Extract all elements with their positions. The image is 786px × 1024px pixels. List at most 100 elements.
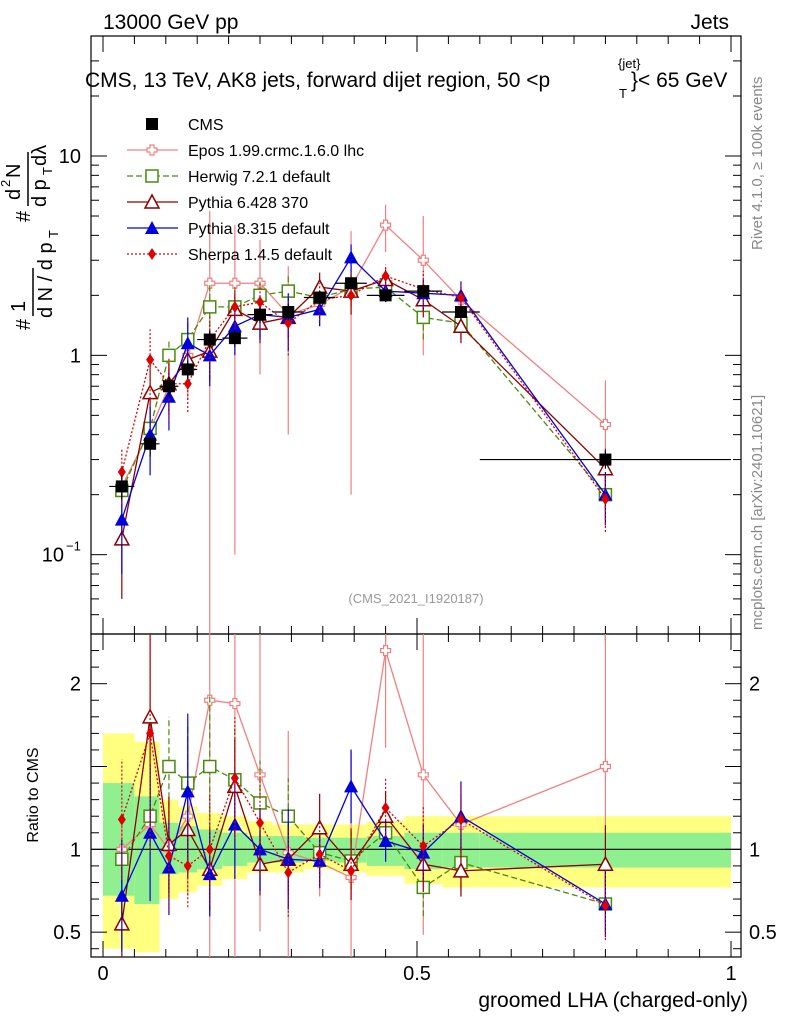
series-line bbox=[121, 256, 606, 520]
ratio-point bbox=[284, 866, 293, 879]
series-herwig bbox=[115, 274, 613, 520]
data-point bbox=[380, 219, 392, 231]
data-point bbox=[381, 270, 390, 283]
ratio-series bbox=[113, 634, 614, 957]
ratio-point bbox=[164, 849, 173, 862]
ratio-point bbox=[183, 859, 192, 872]
mcplots-side-label: mcplots.cern.ch [arXiv:2401.10621] bbox=[749, 395, 766, 630]
data-point bbox=[344, 250, 359, 264]
data-point bbox=[203, 333, 216, 346]
ratio-point bbox=[417, 769, 429, 781]
series-line bbox=[121, 224, 606, 487]
svg-text:#: # bbox=[13, 210, 35, 222]
ratio-point bbox=[347, 864, 356, 877]
svg-text:d: d bbox=[3, 189, 25, 200]
ratio-point bbox=[312, 853, 327, 867]
ratio-point bbox=[601, 899, 610, 912]
svg-text:d p: d p bbox=[29, 179, 51, 207]
series-pythia bbox=[114, 244, 613, 574]
data-point bbox=[183, 377, 192, 390]
data-point bbox=[146, 353, 155, 366]
data-point bbox=[417, 285, 430, 298]
data-point bbox=[180, 336, 195, 350]
series-line bbox=[121, 275, 606, 500]
data-point bbox=[347, 289, 356, 302]
data-point bbox=[162, 348, 176, 363]
ratio-y-tick-label-right: 1 bbox=[749, 839, 760, 861]
ratio-axes: 0 0.5 1 0.5 0.5 1 1 2 2 bbox=[53, 633, 777, 985]
plot-title-superscript: {jet} bbox=[618, 56, 641, 71]
data-point bbox=[312, 302, 327, 316]
green-band-bin bbox=[103, 783, 135, 896]
ratio-series-sherpa bbox=[117, 634, 610, 941]
data-point bbox=[202, 348, 217, 362]
svg-text:T: T bbox=[46, 230, 61, 238]
ratio-y-tick-label: 1 bbox=[70, 839, 81, 861]
series-line bbox=[121, 286, 606, 496]
ratio-frame bbox=[90, 633, 742, 958]
data-point bbox=[114, 512, 129, 526]
series-pythia bbox=[113, 269, 614, 599]
ratio-point bbox=[227, 817, 242, 831]
legend-marker bbox=[146, 118, 158, 130]
legend-marker bbox=[145, 169, 159, 183]
legend-marker bbox=[143, 193, 161, 209]
plot-title-subscript: T bbox=[619, 86, 627, 101]
y-tick-label: 1 bbox=[70, 345, 81, 367]
y-tick-exponent: −1 bbox=[66, 539, 81, 554]
data-point bbox=[256, 296, 264, 309]
ratio-point bbox=[419, 840, 428, 853]
x-axis-label: groomed LHA (charged-only) bbox=[478, 989, 748, 1012]
svg-text:N: N bbox=[3, 164, 25, 178]
ratio-point bbox=[205, 843, 214, 856]
data-point bbox=[204, 277, 216, 289]
ratio-y-tick-label-right: 0.5 bbox=[749, 922, 777, 944]
data-point bbox=[228, 332, 241, 345]
data-point bbox=[203, 300, 217, 314]
ratio-y-axis-label: Ratio to CMS bbox=[25, 747, 42, 842]
series-cms bbox=[109, 277, 731, 500]
x-tick-label: 0 bbox=[97, 963, 108, 985]
ratio-point bbox=[315, 848, 324, 861]
ratio-point bbox=[202, 867, 217, 881]
data-point bbox=[599, 418, 612, 431]
ratio-point bbox=[344, 779, 359, 793]
data-point bbox=[345, 277, 358, 290]
data-point bbox=[141, 384, 159, 400]
legend-label: Sherpa 1.4.5 default bbox=[188, 247, 333, 264]
data-point bbox=[115, 480, 128, 493]
ratio-point bbox=[146, 727, 155, 740]
ratio-point bbox=[597, 855, 614, 871]
legend-label: Herwig 7.2.1 default bbox=[188, 169, 331, 186]
data-point bbox=[181, 363, 194, 376]
legend: CMS Epos 1.99.crmc.1.6.0 lhc Herwig 7.2.1 … bbox=[127, 117, 364, 264]
ratio-point bbox=[599, 760, 612, 773]
ratio-point bbox=[114, 888, 129, 902]
data-point bbox=[227, 319, 242, 333]
main-series bbox=[109, 204, 731, 634]
ratio-point bbox=[452, 862, 470, 878]
data-point bbox=[601, 493, 610, 506]
svg-text:dλ: dλ bbox=[29, 145, 51, 166]
ratio-point bbox=[162, 759, 176, 774]
data-point bbox=[282, 305, 295, 318]
ratio-point bbox=[256, 816, 264, 829]
svg-text:1: 1 bbox=[8, 301, 30, 312]
ratio-point bbox=[229, 697, 241, 710]
ratio-y-tick-label: 0.5 bbox=[53, 922, 81, 944]
y-tick-label: 10 bbox=[42, 545, 64, 567]
header-left-label: 13000 GeV pp bbox=[103, 11, 238, 34]
ratio-y-tick-label: 2 bbox=[70, 674, 81, 696]
legend-label: Pythia 8.315 default bbox=[188, 221, 330, 238]
data-point bbox=[599, 453, 612, 466]
plot-title-end: }< 65 GeV bbox=[631, 69, 727, 92]
ratio-point bbox=[203, 759, 217, 774]
data-point bbox=[230, 300, 239, 313]
legend-marker bbox=[145, 221, 159, 234]
ratio-point bbox=[456, 813, 465, 826]
main-y-axis-label: # 1 d N / d p T # d 2 N d p T dλ bbox=[0, 145, 61, 330]
svg-text:#: # bbox=[13, 318, 35, 330]
data-point bbox=[254, 308, 266, 321]
data-point bbox=[229, 277, 241, 289]
